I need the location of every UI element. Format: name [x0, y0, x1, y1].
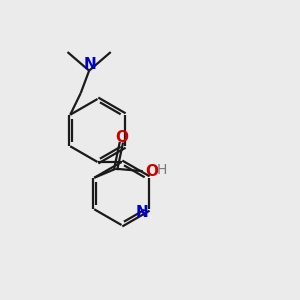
Text: N: N	[83, 57, 96, 72]
Text: O: O	[115, 130, 128, 146]
Text: N: N	[136, 205, 148, 220]
Text: H: H	[156, 163, 167, 177]
Text: O: O	[145, 164, 158, 179]
